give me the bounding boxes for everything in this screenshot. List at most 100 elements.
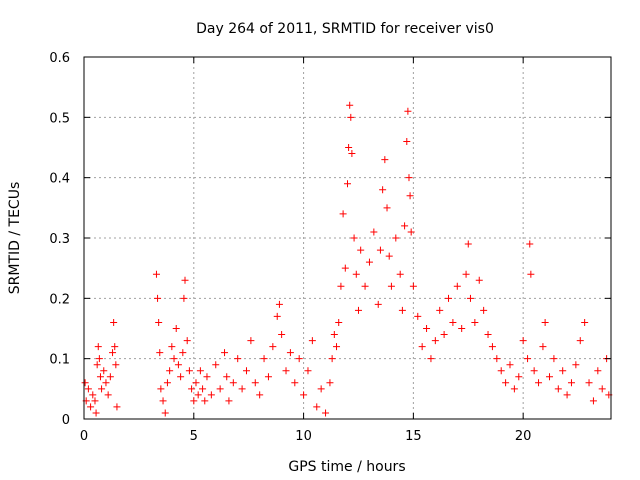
data-point (328, 355, 336, 363)
data-point (313, 403, 321, 411)
data-point (317, 385, 325, 393)
data-point (168, 343, 176, 351)
data-point (291, 379, 299, 387)
data-point (383, 204, 391, 212)
data-point (401, 222, 409, 230)
data-point (308, 337, 316, 345)
data-point (347, 113, 355, 121)
data-point (519, 337, 527, 345)
data-point (251, 379, 259, 387)
data-point (94, 343, 102, 351)
data-point (155, 318, 163, 326)
data-point (196, 367, 204, 375)
data-point (181, 276, 189, 284)
data-point (172, 325, 180, 332)
data-point (488, 343, 496, 351)
data-point (177, 373, 185, 381)
data-point (418, 343, 426, 351)
data-point (260, 355, 268, 363)
data-point (585, 379, 593, 387)
x-tick-label: 5 (190, 429, 198, 444)
data-point (330, 331, 338, 339)
x-tick-label: 0 (80, 429, 88, 444)
data-point (398, 306, 406, 314)
data-point (344, 180, 351, 188)
data-point (95, 355, 103, 363)
data-point (156, 349, 164, 357)
y-tick-label: 0.2 (49, 292, 70, 307)
data-point (480, 306, 488, 314)
data-point (157, 385, 165, 393)
data-point (385, 252, 393, 260)
data-point (242, 367, 250, 375)
data-point (154, 294, 162, 302)
data-point (550, 355, 558, 363)
data-point (374, 300, 382, 308)
x-tick-label: 20 (515, 429, 532, 444)
data-point (348, 150, 356, 158)
data-point (414, 312, 422, 320)
data-point (576, 337, 584, 345)
data-point (174, 361, 182, 369)
data-point (354, 306, 362, 314)
data-point (238, 385, 246, 393)
data-point (337, 282, 345, 290)
data-point (471, 318, 479, 326)
data-point (223, 373, 231, 381)
data-point (445, 294, 453, 302)
data-point (405, 174, 413, 182)
data-point (546, 373, 554, 381)
data-point (510, 385, 518, 393)
data-point (183, 337, 191, 345)
data-point (89, 391, 97, 399)
data-point (81, 379, 89, 387)
data-point (526, 240, 534, 248)
plot-frame (83, 56, 612, 420)
data-point (203, 373, 211, 381)
gridlines (84, 57, 611, 419)
data-point (84, 385, 92, 393)
y-tick-label: 0.3 (49, 232, 70, 247)
data-point (409, 282, 417, 290)
data-point (581, 318, 589, 326)
y-tick-label: 0.4 (49, 172, 70, 187)
data-point (506, 361, 514, 369)
data-point (541, 318, 549, 326)
data-point (207, 391, 215, 399)
data-point (256, 391, 264, 399)
data-point (234, 355, 242, 363)
data-point (109, 349, 117, 357)
data-point (166, 367, 174, 375)
data-point (104, 391, 112, 399)
data-point (92, 409, 100, 417)
data-point (376, 246, 384, 254)
data-point (87, 403, 95, 411)
data-point (497, 367, 505, 375)
data-point (335, 318, 343, 326)
data-point (458, 325, 466, 332)
data-point (403, 137, 411, 145)
data-point (192, 379, 200, 387)
data-point (502, 379, 510, 387)
data-point (278, 331, 286, 339)
data-point (431, 337, 439, 345)
data-point (212, 361, 220, 369)
data-point (194, 391, 202, 399)
data-point (387, 282, 395, 290)
data-point (527, 270, 535, 278)
data-point (563, 391, 571, 399)
data-point (225, 397, 233, 405)
axis-ticks: 0 5 10 15 20 0 0.1 0.2 0.3 0.4 0.5 0.6 (49, 51, 611, 444)
data-point (295, 355, 303, 363)
data-point (112, 361, 120, 369)
data-point (524, 355, 532, 363)
data-point (96, 373, 104, 381)
data-point (163, 379, 171, 387)
data-point (282, 367, 290, 375)
data-point (188, 385, 196, 393)
data-point (339, 210, 347, 218)
data-point (466, 294, 474, 302)
data-point (341, 264, 349, 272)
data-point (201, 397, 209, 405)
